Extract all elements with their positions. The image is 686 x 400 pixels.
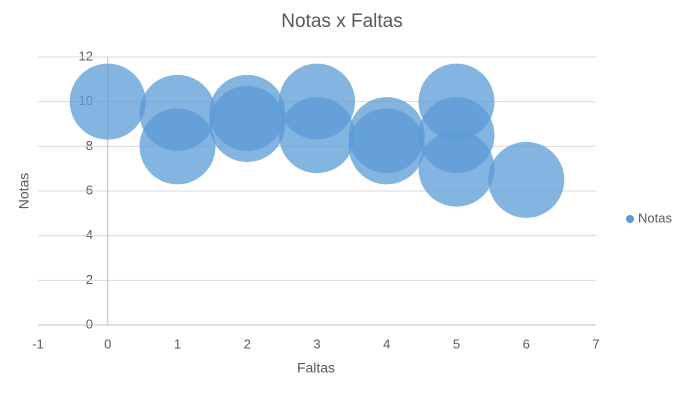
chart-title: Notas x Faltas: [281, 11, 402, 32]
x-tick-label: 1: [174, 336, 181, 351]
y-axis-title: Notas: [16, 173, 32, 210]
bubble: [488, 141, 565, 218]
legend-marker: [626, 215, 634, 223]
x-axis-title: Faltas: [297, 360, 335, 376]
x-tick-label: 4: [383, 336, 390, 351]
x-tick-label: -1: [32, 336, 44, 351]
bubble: [418, 130, 495, 207]
x-tick-label: 7: [592, 336, 599, 351]
bubble: [69, 63, 146, 140]
bubble: [139, 108, 216, 185]
x-tick-label: 2: [244, 336, 251, 351]
bubble: [209, 86, 286, 162]
y-tick-label: 2: [86, 272, 93, 287]
legend-label: Notas: [638, 210, 672, 225]
x-tick-label: 3: [313, 336, 320, 351]
x-tick-label: 5: [453, 336, 460, 351]
x-tick-label: 6: [523, 336, 530, 351]
x-tick-label: 0: [104, 336, 111, 351]
y-tick-label: 12: [79, 48, 93, 63]
y-tick-label: 0: [86, 316, 93, 331]
y-tick-label: 4: [86, 227, 93, 242]
y-tick-label: 8: [86, 138, 93, 153]
y-tick-label: 6: [86, 182, 93, 197]
bubble: [348, 108, 425, 185]
bubble: [279, 97, 355, 174]
